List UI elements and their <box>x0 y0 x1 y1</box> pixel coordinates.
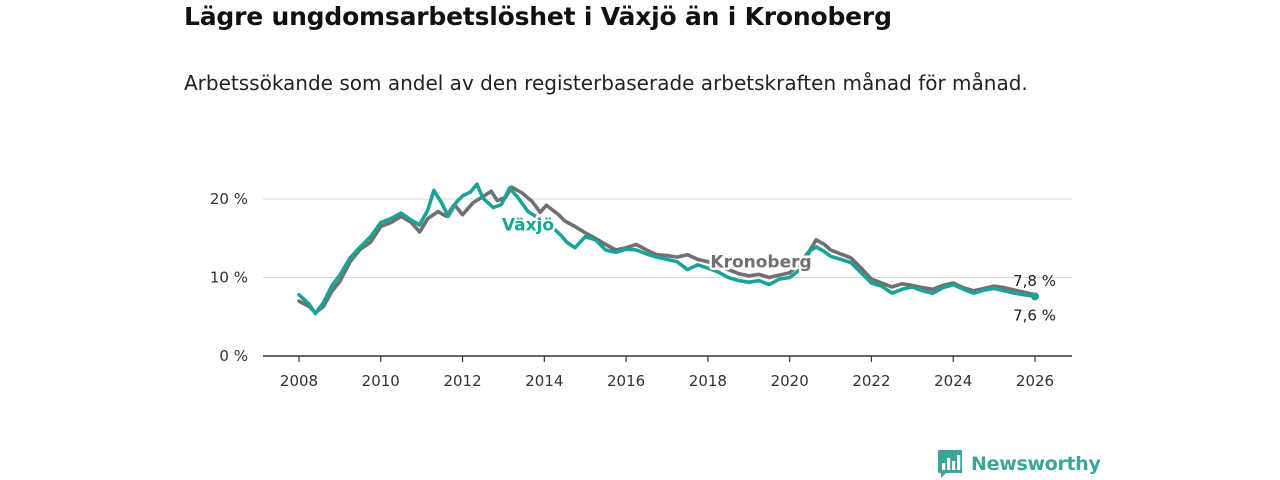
series-labels: Kronoberg 7,8 % Växjö 7,6 % <box>499 213 1056 324</box>
series-line-växjo <box>297 182 1037 316</box>
y-axis-ticks: 0 % 10 % 20 % <box>210 190 248 365</box>
y-tick-label-10: 10 % <box>210 269 248 287</box>
series-line-kronoberg <box>297 185 1037 315</box>
x-tick-label-2008: 2008 <box>280 372 318 390</box>
x-tick-label-2018: 2018 <box>689 372 727 390</box>
end-value-kronoberg: 7,8 % <box>1013 272 1056 290</box>
x-tick-label-2014: 2014 <box>525 372 563 390</box>
x-axis: 2008 2010 2012 2014 2016 2018 2020 2022 2024 2026 <box>263 355 1072 390</box>
x-tick-label-2012: 2012 <box>443 372 481 390</box>
x-tick-label-2026: 2026 <box>1016 372 1054 390</box>
y-tick-label-0: 0 % <box>219 347 248 365</box>
series-label-kronoberg: Kronoberg <box>710 252 811 272</box>
x-tick-label-2020: 2020 <box>771 372 809 390</box>
series-label-vaxjo: Växjö <box>502 215 554 235</box>
x-tick-label-2010: 2010 <box>362 372 400 390</box>
newsworthy-logo: Newsworthy <box>937 449 1101 479</box>
newsworthy-icon <box>938 450 962 478</box>
series-lines <box>297 182 1039 316</box>
x-tick-label-2022: 2022 <box>852 372 890 390</box>
chart-title: Lägre ungdomsarbetslöshet i Växjö än i K… <box>184 2 892 31</box>
x-tick-label-2024: 2024 <box>934 372 972 390</box>
brand-name: Newsworthy <box>971 453 1101 475</box>
x-tick-label-2016: 2016 <box>607 372 645 390</box>
vaxjo-end-point <box>1031 292 1039 301</box>
end-value-vaxjo: 7,6 % <box>1013 306 1056 324</box>
chart-subtitle: Arbetssökande som andel av den registerb… <box>184 71 1028 95</box>
y-tick-label-20: 20 % <box>210 190 248 208</box>
gridlines <box>263 198 1072 278</box>
